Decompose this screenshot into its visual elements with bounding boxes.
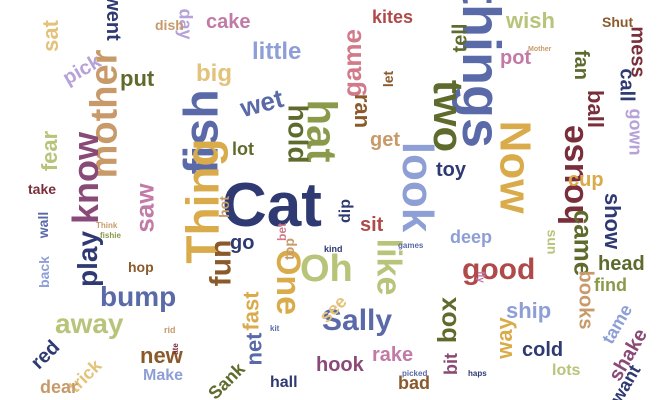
word-wish: wish (506, 8, 555, 33)
word-kites: kites (372, 7, 414, 27)
word-bad: bad (398, 373, 431, 393)
word-sun: sun (544, 229, 561, 255)
word-shut: Shut (602, 14, 634, 30)
word-sank: Sank (204, 358, 249, 400)
word-dish: dish (155, 17, 184, 33)
word-wall: wall (35, 211, 52, 239)
word-gown: gown (625, 108, 646, 156)
word-two: two (425, 79, 473, 153)
word-kind: kind (324, 244, 343, 254)
word-little: little (252, 38, 302, 65)
word-play: play (72, 230, 104, 288)
word-deep: deep (450, 227, 493, 247)
word-lot: lot (232, 139, 254, 159)
word-top: top (280, 238, 297, 260)
word-cold: cold (522, 339, 564, 361)
word-away: away (55, 308, 124, 339)
word-net: net (241, 332, 267, 366)
word-now: Now (490, 120, 540, 214)
word-find: find (594, 275, 627, 295)
word-new: new (140, 343, 183, 368)
word-box: box (432, 296, 463, 344)
word-fear: fear (37, 130, 63, 172)
word-toy: toy (436, 159, 466, 181)
word-cake: cake (206, 11, 251, 33)
word-kit: kit (270, 324, 280, 333)
word-fast: fast (238, 291, 264, 331)
word-dear: dear (40, 377, 79, 397)
word-dip: dip (337, 199, 354, 223)
word-back: back (35, 256, 52, 288)
word-rid: rid (164, 325, 176, 335)
word-sat: sat (37, 20, 63, 52)
word-bet: bet (275, 223, 289, 241)
word-hook: hook (316, 354, 364, 376)
word-oh: Oh (300, 248, 353, 290)
word-fishie: fishie (100, 231, 121, 240)
word-good: good (462, 253, 536, 286)
word-rake: rake (372, 344, 414, 366)
word-hop: hop (128, 259, 154, 275)
word-haps: haps (468, 369, 487, 378)
word-hall: hall (270, 374, 298, 391)
word-look: look (393, 141, 443, 233)
word-bit: bit (441, 353, 461, 375)
word-lots: lots (552, 362, 581, 379)
word-cat: Cat (222, 171, 322, 240)
word-books: books (574, 270, 597, 330)
word-came: came (568, 209, 599, 277)
word-hot: hot (215, 196, 232, 218)
word-hold: hold (282, 104, 314, 164)
word-get: get (370, 129, 400, 151)
word-call: call (615, 68, 638, 102)
word-know: know (65, 131, 107, 225)
word-sally: Sally (322, 304, 393, 337)
word-cup: cup (568, 169, 604, 191)
word-head: head (598, 253, 645, 275)
word-mother: Mother (528, 46, 552, 53)
word-think: Think (96, 221, 118, 230)
word-picked: picked (402, 369, 428, 378)
word-fan: fan (570, 50, 592, 80)
word-take: take (28, 181, 57, 197)
word-tell: tell (449, 23, 472, 53)
word-big: big (196, 60, 232, 87)
word-fly: fly (474, 271, 486, 283)
word-show: show (600, 192, 626, 250)
word-make: Make (143, 367, 184, 384)
word-went: went (101, 0, 124, 41)
word-let: let (380, 70, 397, 88)
word-put: put (120, 66, 155, 91)
word-saw: saw (129, 183, 160, 233)
word-pot: pot (500, 47, 532, 69)
word-ball: ball (582, 90, 608, 128)
word-sit: sit (360, 214, 384, 236)
word-game: game (336, 29, 367, 97)
word-games: games (398, 241, 424, 250)
word-ate: ate (170, 343, 180, 355)
word-wet: wet (236, 82, 287, 124)
word-way: way (491, 317, 517, 359)
word-go: go (230, 232, 255, 254)
word-red: red (26, 336, 65, 374)
word-ran: ran (350, 93, 376, 129)
word-ship: ship (506, 298, 552, 323)
word-bump: bump (100, 281, 177, 312)
